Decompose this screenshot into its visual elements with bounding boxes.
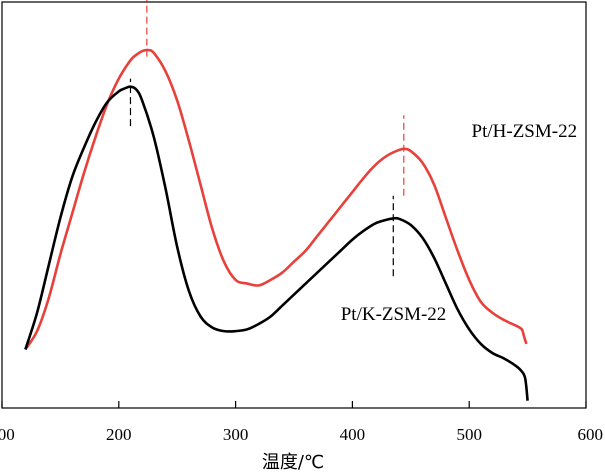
peak-markers <box>129 0 405 277</box>
x-tick-label: 100 <box>0 425 15 444</box>
x-tick-label: 400 <box>340 425 366 444</box>
series-label: Pt/K-ZSM-22 <box>341 304 447 325</box>
plot-frame <box>1 1 587 409</box>
series-line-pt-k-zsm-22 <box>24 85 529 401</box>
series-labels: Pt/H-ZSM-22 Pt/K-ZSM-22 <box>341 121 577 325</box>
series-lines <box>24 48 529 401</box>
x-tick-label: 300 <box>223 425 249 444</box>
x-tick-label: 600 <box>578 425 604 444</box>
x-axis-ticks: 100 200 300 400 500 600 <box>0 401 603 444</box>
series-line-pt-h-zsm-22 <box>24 48 528 351</box>
x-tick-label: 200 <box>106 425 132 444</box>
x-axis-title: 温度/℃ <box>262 452 324 473</box>
series-label: Pt/H-ZSM-22 <box>472 121 578 142</box>
x-tick-label: 500 <box>456 425 482 444</box>
